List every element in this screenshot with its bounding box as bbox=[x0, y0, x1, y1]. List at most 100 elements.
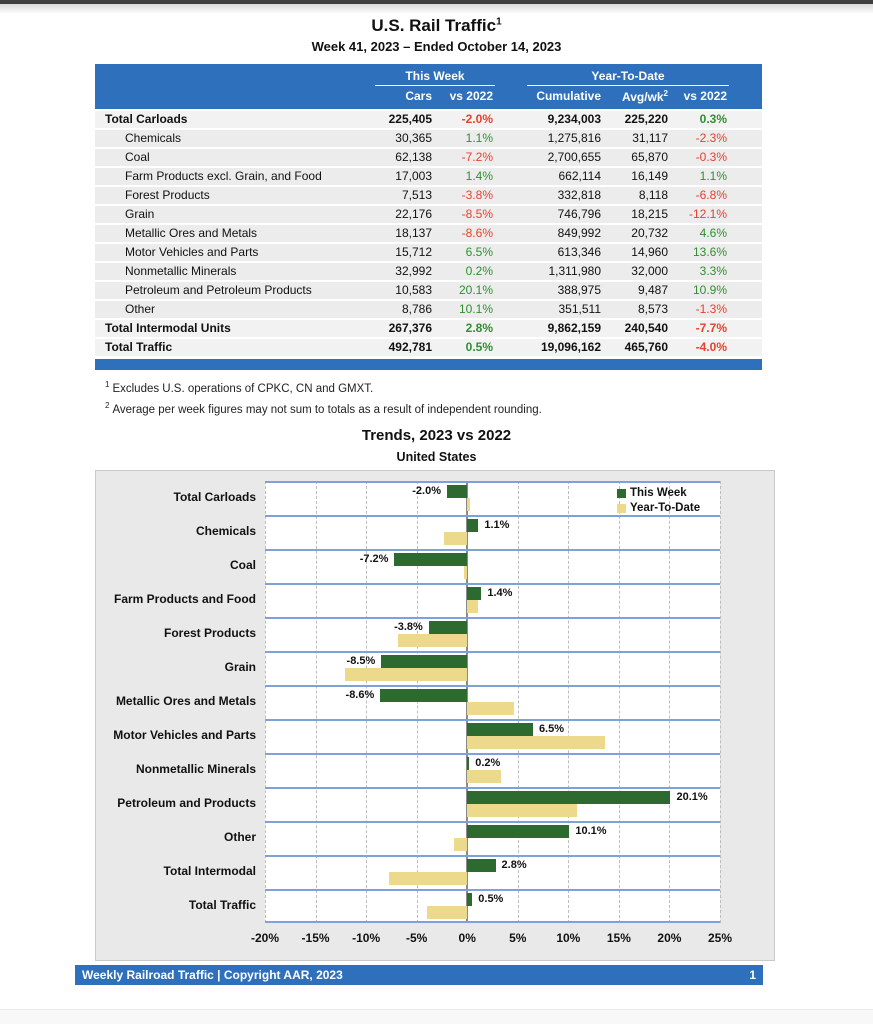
year-to-date-bar bbox=[467, 803, 578, 817]
this-week-bar bbox=[467, 756, 470, 770]
chart-category-label: Metallic Ores and Metals bbox=[115, 694, 256, 709]
table-cell: 30,365 bbox=[395, 131, 432, 145]
table-cell: -0.3% bbox=[695, 150, 727, 164]
gridline bbox=[416, 480, 418, 923]
table-cell: 465,760 bbox=[624, 340, 668, 354]
this-week-bar bbox=[467, 892, 473, 906]
this-week-bar bbox=[394, 552, 468, 566]
table-cell: Grain bbox=[125, 207, 155, 221]
table-cell: 32,000 bbox=[631, 264, 668, 278]
footnotes: 1 Excludes U.S. operations of CPKC, CN an… bbox=[105, 380, 873, 416]
rail-traffic-table: This Week Year-To-Date Cars vs 2022 Cumu… bbox=[95, 64, 762, 370]
table-cell bbox=[729, 301, 762, 318]
table-row: Total Traffic 492,781 0.5% 19,096,162 465,76… bbox=[95, 339, 762, 356]
year-to-date-bar bbox=[398, 633, 468, 647]
table-cell: -2.3% bbox=[695, 131, 727, 145]
table-cell: 9,487 bbox=[637, 283, 668, 297]
chart-category-label: Total Traffic bbox=[188, 898, 256, 913]
table-cell: 19,096,162 bbox=[540, 340, 601, 354]
table-cell bbox=[729, 244, 762, 261]
trends-bar-chart: Total Carloads Chemicals Coal Farm Products… bbox=[95, 469, 775, 961]
chart-category-label: Petroleum and Products bbox=[117, 796, 256, 811]
table-row: Coal 62,138 -7.2% 2,700,655 65,870 -0.3% bbox=[95, 149, 762, 166]
table-cell: 662,114 bbox=[558, 169, 602, 183]
table-cell: 332,818 bbox=[557, 188, 601, 202]
col-header-cars: Cars bbox=[405, 89, 432, 103]
table-cell: Motor Vehicles and Parts bbox=[125, 245, 259, 259]
table-cell: 613,346 bbox=[557, 245, 601, 259]
chart-subtitle: United States bbox=[396, 449, 477, 464]
table-cell: 746,796 bbox=[557, 207, 601, 221]
table-cell: 8,573 bbox=[637, 302, 668, 316]
table-cell: -8.6% bbox=[461, 226, 493, 240]
year-to-date-bar bbox=[467, 497, 471, 511]
chart-category-label: Chemicals bbox=[195, 524, 256, 539]
table-cell: -7.7% bbox=[695, 321, 727, 335]
bar-value-label: -7.2% bbox=[359, 552, 389, 565]
table-row: Chemicals 30,365 1.1% 1,275,816 31,117 -2.3% bbox=[95, 130, 762, 147]
bar-value-label: 0.2% bbox=[475, 756, 501, 769]
x-axis-tick-label: 5% bbox=[509, 930, 527, 945]
chart-plot-area: This Week Year-To-Date -2.0% 1.1% -7.2% 1.4… bbox=[265, 480, 721, 923]
table-row: Other 8,786 10.1% 351,511 8,573 -1.3% bbox=[95, 301, 762, 318]
table-row: Metallic Ores and Metals 18,137 -8.6% 849,9… bbox=[95, 225, 762, 242]
table-cell: 2.8% bbox=[465, 321, 493, 335]
table-cell: 14,960 bbox=[631, 245, 668, 259]
table-cell: 32,992 bbox=[395, 264, 432, 278]
band-separator-line bbox=[265, 920, 720, 923]
table-row: Nonmetallic Minerals 32,992 0.2% 1,311,980 3… bbox=[95, 263, 762, 280]
gridline bbox=[315, 480, 317, 923]
group-header-year-to-date: Year-To-Date bbox=[495, 69, 729, 86]
x-axis-tick-label: 20% bbox=[657, 930, 682, 945]
this-week-bar bbox=[467, 824, 570, 838]
col-header-vs2022-ytd: vs 2022 bbox=[683, 89, 727, 103]
chart-category-label: Coal bbox=[229, 558, 256, 573]
gridline bbox=[669, 480, 671, 923]
chart-title: Trends, 2023 vs 2022 bbox=[361, 426, 512, 444]
table-row: Total Intermodal Units 267,376 2.8% 9,862,1… bbox=[95, 320, 762, 337]
bar-value-label: -2.0% bbox=[412, 484, 441, 497]
table-row: Farm Products excl. Grain, and Food 17,00… bbox=[95, 168, 762, 185]
table-bottom-bar bbox=[95, 359, 762, 370]
table-cell: 0.2% bbox=[465, 264, 493, 278]
table-row: Grain 22,176 -8.5% 746,796 18,215 -12.1% bbox=[95, 206, 762, 223]
bar-value-label: 6.5% bbox=[538, 722, 565, 735]
x-axis-tick-label: 15% bbox=[606, 930, 631, 945]
col-header-vs2022-week: vs 2022 bbox=[449, 89, 493, 103]
col-header-cumulative: Cumulative bbox=[536, 89, 601, 103]
table-cell: 17,003 bbox=[395, 169, 432, 183]
page-title: U.S. Rail Traffic1 bbox=[0, 16, 873, 36]
table-cell: -6.8% bbox=[695, 188, 727, 202]
chart-category-label: Grain bbox=[224, 660, 256, 675]
x-axis-tick-label: -15% bbox=[301, 930, 330, 945]
table-cell: Farm Products excl. Grain, and Food bbox=[125, 169, 322, 183]
table-cell: 1.1% bbox=[465, 131, 493, 145]
band-separator-line bbox=[265, 480, 720, 483]
chart-category-label: Total Intermodal bbox=[163, 864, 256, 879]
table-cell bbox=[729, 149, 762, 166]
band-separator-line bbox=[265, 786, 720, 789]
table-cell: -12.1% bbox=[688, 207, 727, 221]
table-cell bbox=[729, 320, 762, 337]
bar-value-label: -8.5% bbox=[346, 654, 376, 667]
table-cell: 31,117 bbox=[632, 131, 668, 145]
table-cell: 351,511 bbox=[558, 302, 602, 316]
table-row: Motor Vehicles and Parts 15,712 6.5% 613,34… bbox=[95, 244, 762, 261]
table-cell: 849,992 bbox=[557, 226, 601, 240]
page-title-text: U.S. Rail Traffic bbox=[371, 16, 497, 35]
table-cell: 20.1% bbox=[458, 283, 493, 297]
table-cell: Total Intermodal Units bbox=[105, 321, 231, 335]
chart-category-label: Forest Products bbox=[163, 626, 256, 641]
gridline bbox=[517, 480, 519, 923]
table-cell: -8.5% bbox=[461, 207, 493, 221]
bar-value-label: -8.6% bbox=[345, 688, 375, 701]
table-cell bbox=[729, 187, 762, 204]
table-cell: -3.8% bbox=[461, 188, 493, 202]
footnote-2: 2 Average per week figures may not sum to… bbox=[105, 400, 542, 416]
table-cell: 6.5% bbox=[465, 245, 493, 259]
page-top-shadow bbox=[0, 4, 873, 14]
table-cell: 7,513 bbox=[401, 188, 432, 202]
table-cell: Other bbox=[125, 302, 156, 316]
chart-category-label: Other bbox=[223, 830, 256, 845]
band-separator-line bbox=[265, 616, 720, 619]
